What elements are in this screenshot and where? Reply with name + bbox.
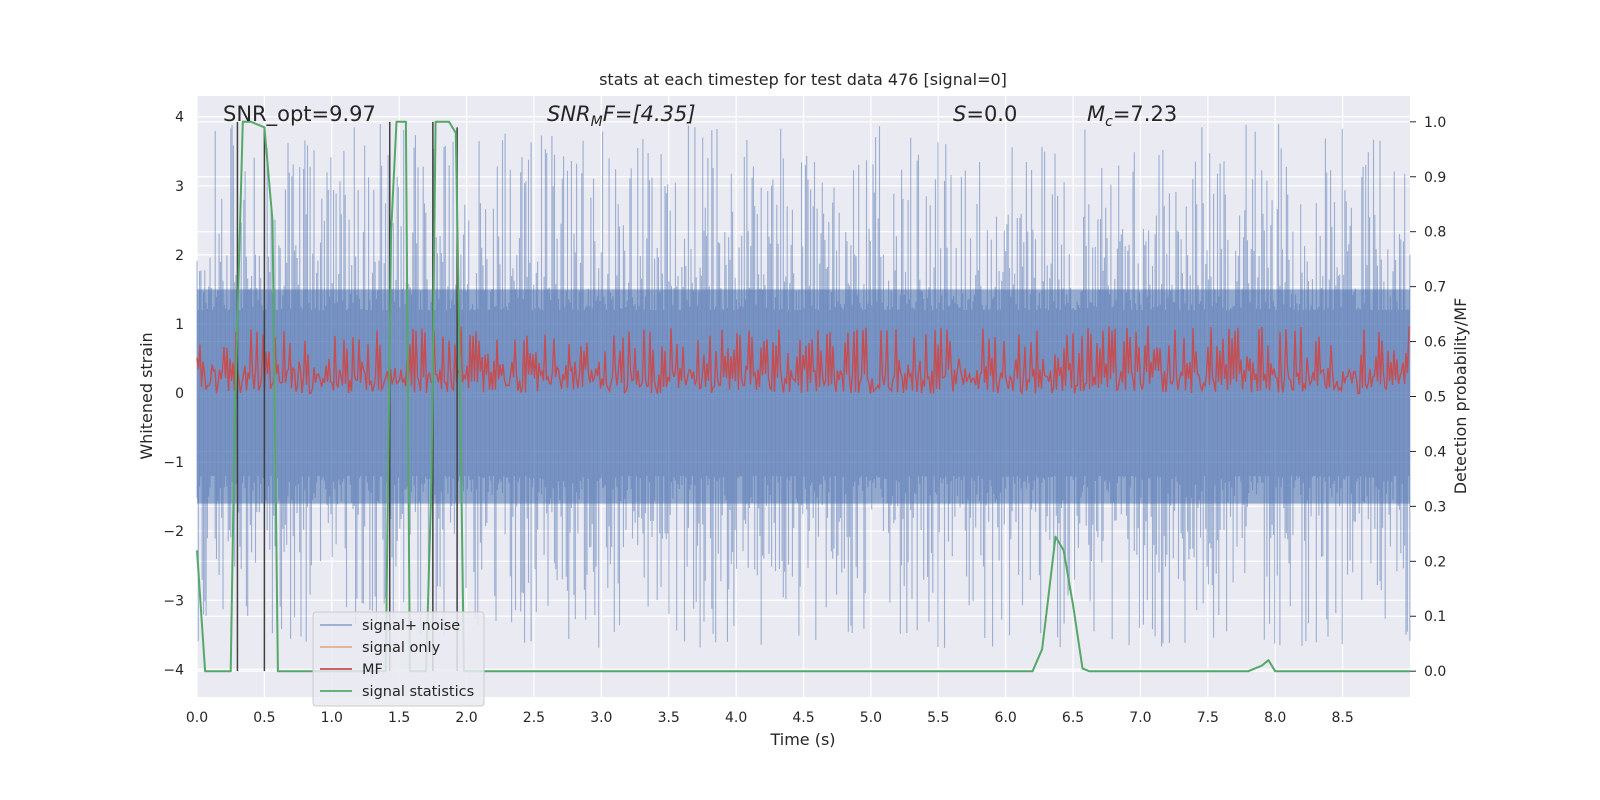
annotation-mc: Mc=7.23: [1087, 102, 1177, 130]
signal-statistics-line: [196, 120, 1410, 673]
x-tick-label: 8.0: [1264, 710, 1286, 726]
legend-box: [312, 611, 485, 707]
signal-statistics-series: [196, 120, 1410, 673]
legend-label-signal-only: signal only: [362, 640, 441, 656]
y-axis-label: Whitened strain: [137, 332, 156, 459]
x-tick-label: 6.0: [995, 710, 1017, 726]
y2-tick-label: 0.9: [1424, 170, 1446, 186]
x-tick-label: 7.0: [1129, 710, 1151, 726]
y-tick-label: −3: [163, 593, 184, 609]
x-axis-label: Time (s): [769, 730, 835, 749]
y-tick-label: −4: [163, 662, 184, 678]
y2-tick-labels: 1.0 0.9 0.8 0.7 0.6 0.5 0.4 0.3 0.2 0.1 0.0: [1410, 115, 1446, 680]
y2-tick-label: 0.7: [1424, 280, 1446, 296]
x-tick-label: 2.0: [455, 710, 477, 726]
y2-tick-label: 0.4: [1424, 444, 1446, 460]
annotation-s: S=0.0: [953, 102, 1017, 126]
y-tick-label: 1: [175, 317, 184, 333]
y-tick-label: −2: [163, 524, 184, 540]
signal-noise-series: [196, 124, 1411, 648]
x-tick-label: 4.0: [725, 710, 747, 726]
x-tick-label: 2.5: [523, 710, 545, 726]
y2-axis-label: Detection probability/MF: [1451, 298, 1470, 495]
y2-tick-label: 0.2: [1424, 554, 1446, 570]
noise-core-band: [197, 289, 1410, 504]
x-tick-label: 5.0: [860, 710, 882, 726]
y2-tick-label: 0.0: [1424, 664, 1446, 680]
x-tick-label: 6.5: [1062, 710, 1084, 726]
x-tick-label: 1.0: [321, 710, 343, 726]
y-tick-label: −1: [163, 455, 184, 471]
y2-tick-label: 0.3: [1424, 499, 1446, 515]
y2-tick-label: 0.6: [1424, 335, 1446, 351]
chart-title: stats at each timestep for test data 476…: [599, 70, 1007, 89]
legend-label-signal-noise: signal+ noise: [362, 618, 460, 634]
legend: signal+ noise signal only MF signal stat…: [312, 611, 485, 707]
x-tick-label: 8.5: [1331, 710, 1353, 726]
legend-label-signal-statistics: signal statistics: [362, 684, 474, 700]
x-tick-labels: 0.0 0.5 1.0 1.5 2.0 2.5 3.0 3.5 4.0 4.5 5.0 5.5 6.0 6…: [186, 710, 1354, 726]
legend-label-mf: MF: [362, 662, 383, 678]
x-tick-label: 4.5: [792, 710, 814, 726]
y2-tick-label: 0.8: [1424, 225, 1446, 241]
x-tick-label: 3.5: [658, 710, 680, 726]
y-tick-label: 4: [175, 110, 184, 126]
y2-tick-label: 0.5: [1424, 390, 1446, 406]
x-tick-label: 5.5: [927, 710, 949, 726]
x-tick-label: 0.5: [253, 710, 275, 726]
x-tick-label: 7.5: [1197, 710, 1219, 726]
y-tick-label: 3: [175, 179, 184, 195]
mf-trace: [196, 326, 1410, 396]
y-tick-label: 0: [175, 386, 184, 402]
mf-series: [196, 326, 1410, 396]
annotation-snr-opt: SNR_opt=9.97: [223, 102, 376, 127]
y2-tick-label: 0.1: [1424, 609, 1446, 625]
y2-tick-label: 1.0: [1424, 115, 1446, 131]
x-tick-label: 3.0: [590, 710, 612, 726]
x-tick-label: 0.0: [186, 710, 208, 726]
y-tick-label: 2: [175, 248, 184, 264]
x-tick-label: 1.5: [388, 710, 410, 726]
annotation-snr-mf: SNRMF=[4.35]: [547, 102, 696, 130]
y-tick-labels: 4 3 2 1 0 −1 −2 −3 −4: [163, 110, 184, 679]
